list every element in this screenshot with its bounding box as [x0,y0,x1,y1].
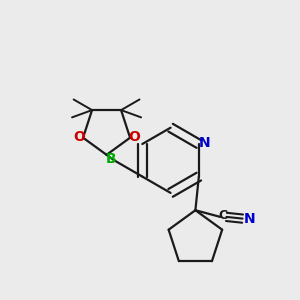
Text: O: O [73,130,85,144]
Text: C: C [218,209,228,222]
Text: N: N [244,212,255,226]
Text: B: B [106,152,117,166]
Text: O: O [128,130,140,144]
Text: N: N [199,136,211,150]
